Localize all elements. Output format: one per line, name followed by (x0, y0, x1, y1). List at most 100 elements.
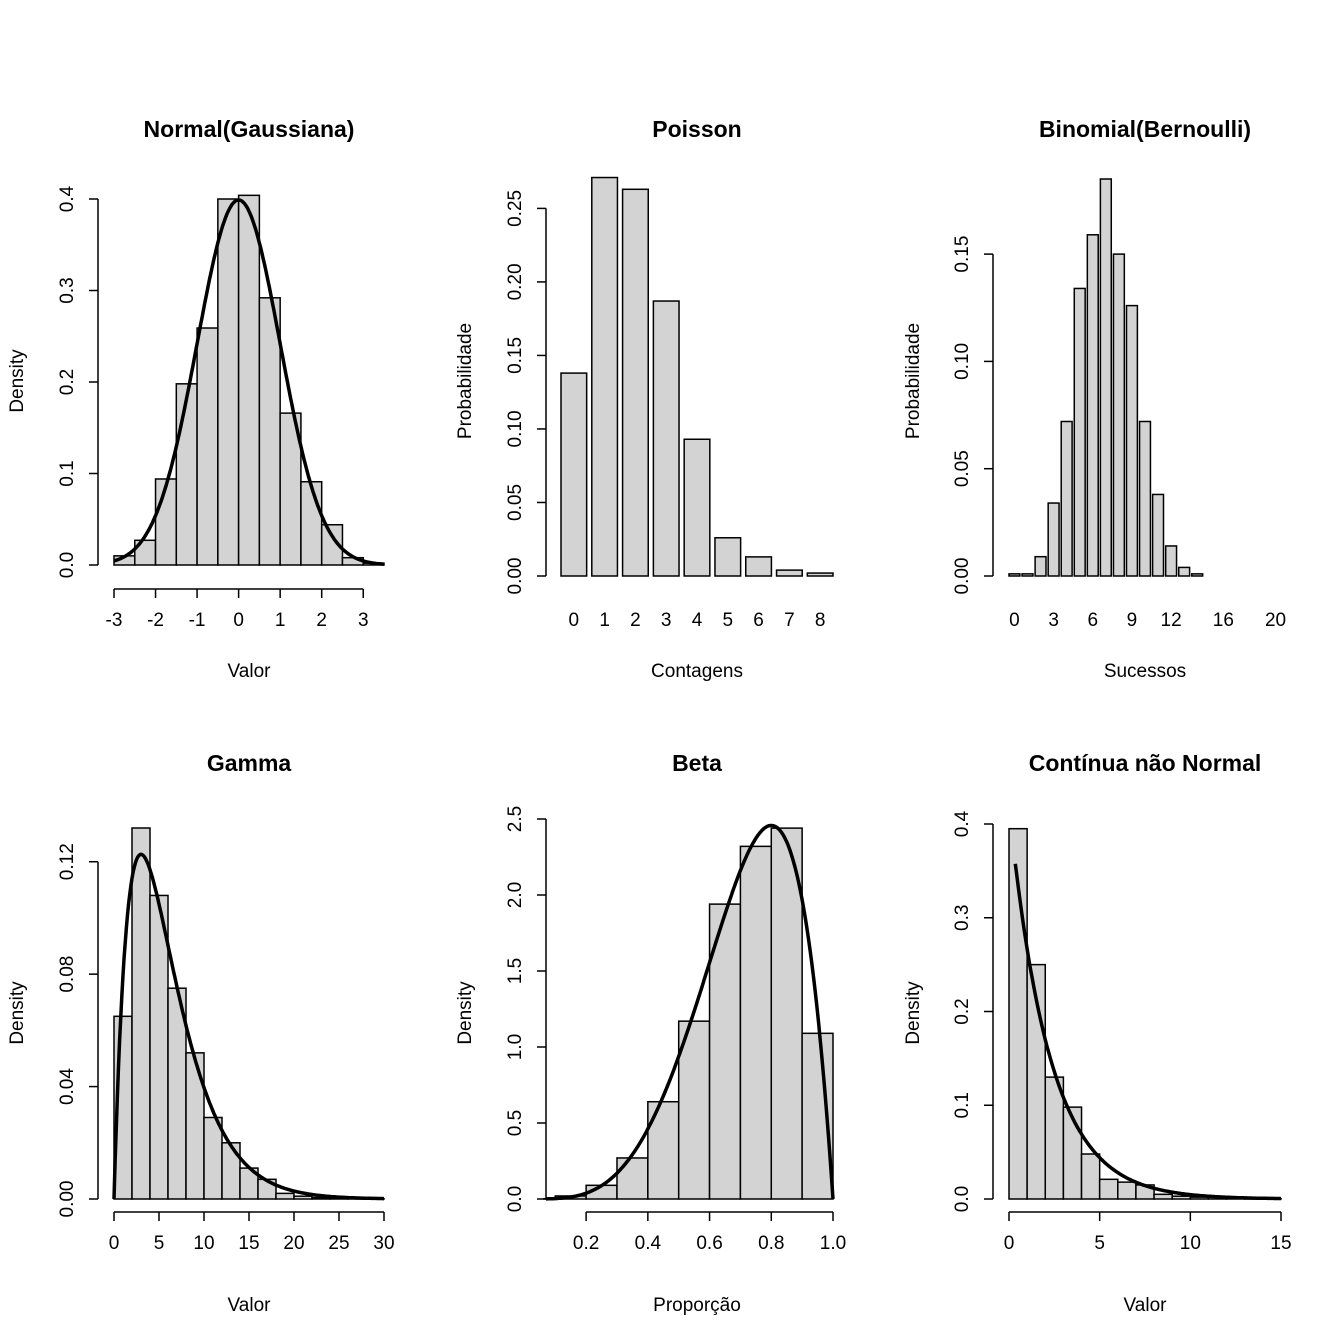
x-tick-label: 20 (1265, 610, 1286, 631)
probability-bar (1060, 420, 1073, 577)
histogram-bar (1117, 1181, 1137, 1200)
x-tick-label: 12 (1161, 610, 1182, 631)
x-axis-label: Valor (228, 1295, 272, 1316)
x-axis-label: Sucessos (1104, 661, 1186, 682)
x-tick-label: 30 (373, 1233, 394, 1254)
probability-bar (806, 572, 834, 577)
y-tick-label: 0.4 (952, 810, 973, 837)
x-tick-label: 3 (1048, 610, 1059, 631)
x-tick-label: 2 (630, 610, 641, 631)
histogram-bar (739, 845, 773, 1200)
axes: 0 5 10 15 20 25 30 0.00 0.04 0.08 0.12 (57, 843, 395, 1254)
x-tick-label: 0 (1004, 1233, 1015, 1254)
chart-title: Poisson (652, 116, 741, 142)
x-tick-label: 6 (753, 610, 764, 631)
histogram-bar (131, 827, 151, 1200)
chart-title: Binomial(Bernoulli) (1039, 116, 1251, 142)
probability-bar (1021, 573, 1034, 577)
bars (1008, 827, 1282, 1200)
density-curve (545, 823, 835, 1201)
y-tick-label: 0.1 (57, 460, 78, 486)
axes: 0 3 6 9 12 16 20 0.00 0.05 0.10 0.15 (952, 236, 1286, 631)
x-tick-label: 5 (1094, 1233, 1105, 1254)
histogram-bar (275, 1192, 295, 1200)
y-tick-label: 0.5 (505, 1110, 526, 1136)
x-tick-label: 0.8 (758, 1233, 784, 1254)
histogram-bar (300, 480, 323, 566)
probability-bar (1151, 493, 1165, 577)
x-tick-label: 8 (815, 610, 826, 631)
y-tick-label: 0.4 (57, 185, 78, 212)
x-axis-label: Proporção (653, 1295, 741, 1316)
x-tick-label: 7 (784, 610, 795, 631)
histogram-bar (237, 194, 261, 566)
x-tick-label: 5 (154, 1233, 165, 1254)
y-axis-label: Probabilidade (903, 323, 924, 439)
x-tick-label: -1 (189, 610, 206, 631)
histogram-bar (616, 1157, 649, 1200)
histogram-bar (1171, 1195, 1192, 1200)
histogram-bar (1062, 1106, 1083, 1200)
x-tick-label: 15 (1270, 1233, 1291, 1254)
chart-title: Gamma (207, 750, 292, 776)
probability-bar (1125, 304, 1139, 577)
y-tick-label: 0.08 (57, 956, 78, 993)
histogram-bar (647, 1100, 680, 1200)
chart-title: Normal(Gaussiana) (144, 116, 355, 142)
probability-bar (1034, 555, 1047, 577)
axes: 0 5 10 15 0.0 0.1 0.2 0.3 0.4 (952, 810, 1292, 1254)
x-tick-label: 0.2 (573, 1233, 599, 1254)
y-tick-label: 0.05 (505, 484, 526, 521)
bars (1008, 178, 1204, 577)
x-tick-label: 1 (599, 610, 610, 631)
x-tick-label: -2 (147, 610, 164, 631)
probability-bar (652, 300, 680, 577)
y-tick-label: 0.0 (505, 1186, 526, 1212)
bars (560, 176, 834, 577)
probability-bar (560, 372, 588, 577)
histogram-bar (217, 198, 240, 566)
histogram-bar (196, 327, 219, 566)
probability-bar (1164, 545, 1178, 577)
bars (113, 827, 385, 1200)
chart-title: Contínua não Normal (1029, 750, 1262, 776)
y-tick-label: 0.10 (505, 410, 526, 447)
histogram-bar (320, 523, 344, 566)
probability-bar (1008, 573, 1021, 577)
x-tick-label: 10 (193, 1233, 214, 1254)
histogram-bar (175, 383, 198, 566)
histogram-bar (708, 903, 742, 1200)
y-tick-label: 0.2 (952, 998, 973, 1024)
y-tick-label: 0.05 (952, 450, 973, 487)
x-tick-label: 0 (109, 1233, 120, 1254)
x-tick-label: 3 (661, 610, 672, 631)
chart-title: Beta (672, 750, 722, 776)
probability-bar (1086, 234, 1099, 577)
x-tick-label: 0 (233, 610, 244, 631)
x-tick-label: -3 (106, 610, 123, 631)
histogram-bar (1153, 1193, 1173, 1200)
histogram-bar (293, 1195, 313, 1200)
axes: -3 -2 -1 0 1 2 3 0.0 0.1 0.2 0.3 0.4 (57, 185, 369, 631)
histogram-bar (677, 1020, 711, 1200)
x-tick-label: 0.4 (635, 1233, 662, 1254)
y-axis-label: Probabilidade (455, 323, 476, 439)
x-tick-label: 2 (316, 610, 327, 631)
y-tick-label: 0.0 (57, 552, 78, 578)
y-tick-label: 0.15 (952, 236, 973, 273)
probability-bar (1112, 253, 1126, 577)
y-axis-label: Density (7, 981, 28, 1045)
panel-continua-nao-normal: Contínua não Normal Valor Density 0 5 10 15… (903, 750, 1292, 1316)
y-tick-label: 0.3 (57, 277, 78, 303)
histogram-bar (1044, 1076, 1065, 1200)
probability-bar (1138, 420, 1152, 577)
probability-bar (1191, 573, 1204, 577)
x-tick-label: 1.0 (820, 1233, 846, 1254)
y-tick-label: 0.0 (952, 1186, 973, 1212)
probability-bar (1099, 178, 1113, 577)
y-tick-label: 0.15 (505, 337, 526, 374)
x-tick-label: 5 (723, 610, 734, 631)
x-tick-label: 4 (692, 610, 703, 631)
